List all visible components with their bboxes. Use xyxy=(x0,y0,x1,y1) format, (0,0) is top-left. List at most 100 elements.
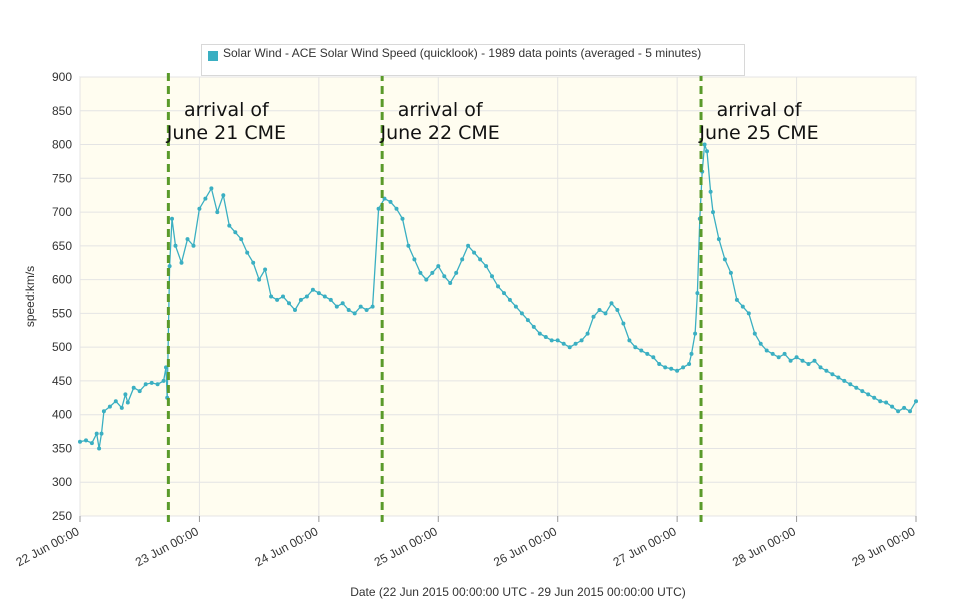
series-point xyxy=(123,392,128,397)
series-point xyxy=(567,345,572,350)
series-point xyxy=(376,206,381,211)
series-point xyxy=(281,294,285,299)
series-point xyxy=(340,301,345,306)
plot-area xyxy=(79,76,917,517)
series-point xyxy=(298,297,303,302)
series-point xyxy=(687,362,692,366)
series-point xyxy=(113,399,118,404)
series-point xyxy=(716,237,721,242)
series-point xyxy=(902,405,907,410)
series-point xyxy=(818,365,823,370)
cme-annotation-line1: arrival of xyxy=(184,99,270,121)
series-point xyxy=(722,257,727,262)
series-point xyxy=(388,199,393,204)
series-point xyxy=(603,311,608,316)
legend-swatch xyxy=(208,51,218,61)
series-point xyxy=(99,431,104,436)
x-tick-label: 28 Jun 00:00 xyxy=(730,524,798,569)
series-point xyxy=(812,358,817,363)
series-point xyxy=(525,318,530,323)
series-point xyxy=(627,338,632,343)
series-point xyxy=(269,294,274,299)
series-point xyxy=(430,270,435,275)
series-point xyxy=(669,366,674,371)
series-point xyxy=(221,193,226,198)
x-tick-label: 25 Jun 00:00 xyxy=(372,524,440,569)
series-point xyxy=(800,358,805,363)
y-tick-label: 300 xyxy=(52,475,72,489)
series-point xyxy=(94,431,99,436)
series-point xyxy=(185,237,190,242)
series-point xyxy=(191,243,196,248)
series-point xyxy=(233,230,238,235)
series-point xyxy=(251,260,256,265)
series-point xyxy=(161,378,166,383)
series-point xyxy=(84,438,88,443)
series-point xyxy=(824,368,829,373)
series-point xyxy=(914,399,918,404)
series-point xyxy=(896,409,901,414)
series-point xyxy=(316,291,321,296)
series-point xyxy=(764,348,769,353)
series-point xyxy=(275,297,280,302)
y-tick-label: 850 xyxy=(52,104,72,118)
series-point xyxy=(287,301,291,306)
x-axis-ticks: 22 Jun 00:00 23 Jun 00:00 24 Jun 00:00 25 J… xyxy=(14,516,918,569)
y-axis-title: speed:km/s xyxy=(23,266,37,327)
series-point xyxy=(484,264,489,269)
series-point xyxy=(531,324,536,329)
series-point xyxy=(179,260,184,265)
x-axis-title: Date (22 Jun 2015 00:00:00 UTC - 29 Jun … xyxy=(350,585,686,599)
x-tick-label: 24 Jun 00:00 xyxy=(252,524,320,569)
legend[interactable]: Solar Wind - ACE Solar Wind Speed (quick… xyxy=(201,44,745,76)
series-point xyxy=(173,243,178,248)
x-tick-label: 29 Jun 00:00 xyxy=(850,524,918,569)
y-tick-label: 700 xyxy=(52,205,72,219)
series-point xyxy=(412,257,417,262)
x-tick-label: 26 Jun 00:00 xyxy=(491,524,559,569)
series-point xyxy=(89,441,94,446)
y-tick-label: 800 xyxy=(52,138,72,152)
y-tick-label: 400 xyxy=(52,408,72,422)
series-point xyxy=(496,284,500,289)
series-point xyxy=(770,351,775,356)
series-point xyxy=(197,206,202,211)
series-point xyxy=(555,338,560,343)
series-point xyxy=(537,331,542,336)
series-point xyxy=(418,270,423,275)
series-point xyxy=(257,277,262,282)
series-point xyxy=(507,297,512,302)
series-point xyxy=(478,257,483,262)
series-point xyxy=(119,405,124,410)
cme-annotation-line1: arrival of xyxy=(398,99,484,121)
y-tick-label: 450 xyxy=(52,374,72,388)
series-point xyxy=(322,294,327,299)
series-point xyxy=(364,308,369,312)
series-point xyxy=(304,294,309,299)
series-point xyxy=(137,389,142,394)
series-point xyxy=(406,243,411,248)
series-point xyxy=(842,378,847,383)
series-point xyxy=(125,400,130,405)
series-point xyxy=(549,338,554,343)
series-point xyxy=(454,270,459,275)
series-point xyxy=(78,439,82,444)
x-tick-label: 27 Jun 00:00 xyxy=(611,524,679,569)
legend-label[interactable]: Solar Wind - ACE Solar Wind Speed (quick… xyxy=(223,46,702,60)
series-point xyxy=(346,308,351,312)
y-tick-label: 750 xyxy=(52,171,72,185)
series-point xyxy=(448,281,453,285)
series-point xyxy=(705,149,709,154)
series-point xyxy=(591,314,596,319)
cme-annotation-line2: June 21 CME xyxy=(166,122,286,144)
y-tick-label: 900 xyxy=(52,70,72,84)
series-point xyxy=(155,382,160,387)
series-point xyxy=(746,311,751,316)
series-point xyxy=(107,404,112,409)
series-point xyxy=(752,331,757,336)
series-point xyxy=(585,331,590,336)
series-point xyxy=(621,321,626,326)
series-point xyxy=(663,365,668,370)
series-point xyxy=(245,250,250,255)
cme-annotation-line1: arrival of xyxy=(717,99,803,121)
